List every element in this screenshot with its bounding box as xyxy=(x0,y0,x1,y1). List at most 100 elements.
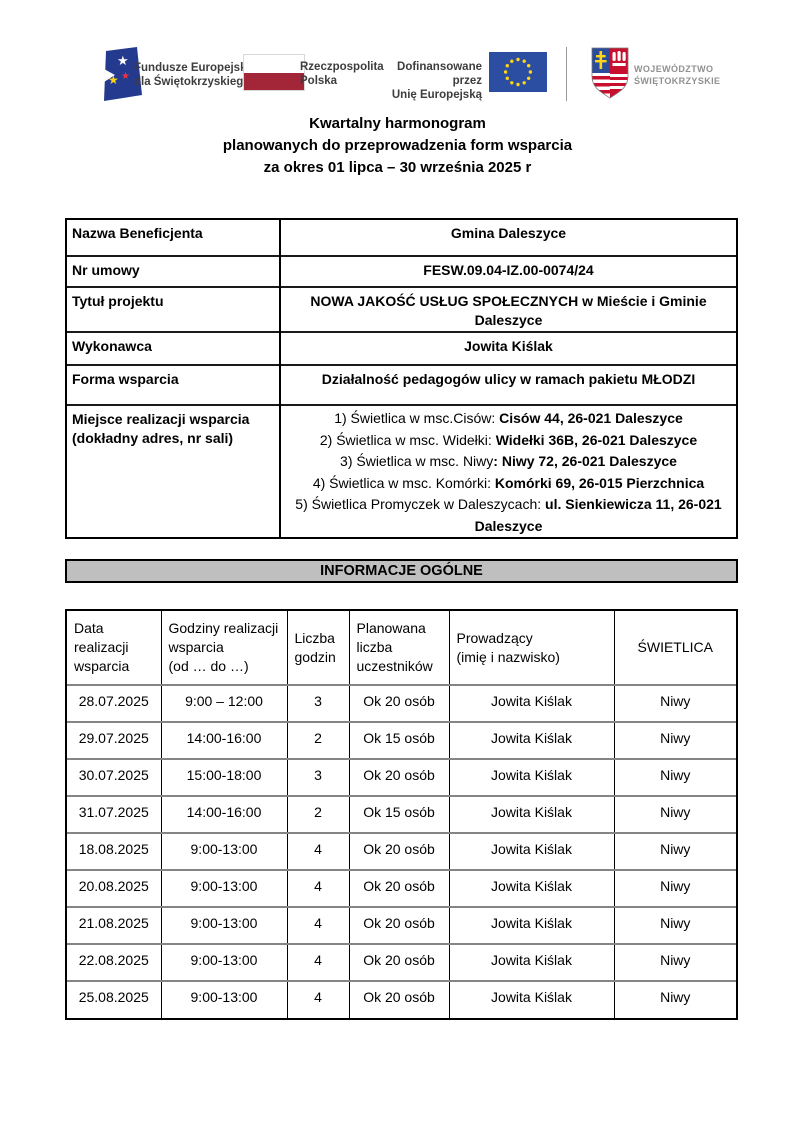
schedule-cell: 14:00-16:00 xyxy=(161,721,288,759)
schedule-row: 22.08.2025 9:00-13:00 4 Ok 20 osób Jowita Ki… xyxy=(67,943,736,981)
schedule-cell: Niwy xyxy=(614,943,736,981)
wojewodztwo-label: WOJEWÓDZTWO ŚWIĘTOKRZYSKIE xyxy=(634,63,720,87)
schedule-cell: 18.08.2025 xyxy=(67,832,162,870)
col-header-swietlica: ŚWIETLICA xyxy=(614,611,736,686)
eu-flag-icon xyxy=(489,52,547,92)
location-line: 1) Świetlica w msc.Cisów: Cisów 44, 26-0… xyxy=(285,408,732,430)
schedule-cell: Jowita Kiślak xyxy=(449,943,615,981)
eu-label-line2: Unię Europejską xyxy=(391,89,482,101)
schedule-row: 18.08.2025 9:00-13:00 4 Ok 20 osób Jowita Ki… xyxy=(67,832,736,870)
schedule-cell: 3 xyxy=(287,758,350,796)
schedule-cell: Ok 20 osób xyxy=(349,758,450,796)
schedule-table: Data realizacji wsparcia Godziny realiza… xyxy=(67,611,736,1018)
tytul-value: NOWA JAKOŚĆ USŁUG SPOŁECZNYCH w Mieście … xyxy=(280,286,736,332)
location-address: : Niwy 72, 26-021 Daleszyce xyxy=(493,453,677,469)
swietokrzyskie-crest-icon xyxy=(591,47,629,99)
locations-list: 1) Świetlica w msc.Cisów: Cisów 44, 26-0… xyxy=(280,404,736,537)
schedule-cell: 25.08.2025 xyxy=(67,980,162,1018)
wykonawca-label: Wykonawca xyxy=(67,331,281,365)
location-prefix: 3) Świetlica w msc. Niwy xyxy=(340,453,494,469)
schedule-cell: Jowita Kiślak xyxy=(449,685,615,722)
schedule-cell: Jowita Kiślak xyxy=(449,869,615,907)
umowa-label: Nr umowy xyxy=(67,255,281,287)
schedule-body: 28.07.2025 9:00 – 12:00 3 Ok 20 osób Jowita … xyxy=(67,685,736,1018)
schedule-cell: 4 xyxy=(287,906,350,944)
info-row-beneficjent: Nazwa Beneficjenta Gmina Daleszyce xyxy=(67,220,736,256)
wykonawca-value: Jowita Kiślak xyxy=(280,331,736,365)
schedule-cell: 20.08.2025 xyxy=(67,869,162,907)
schedule-cell: 9:00-13:00 xyxy=(161,832,288,870)
schedule-cell: 14:00-16:00 xyxy=(161,795,288,833)
schedule-cell: Niwy xyxy=(614,721,736,759)
schedule-cell: 15:00-18:00 xyxy=(161,758,288,796)
schedule-table-wrapper: Data realizacji wsparcia Godziny realiza… xyxy=(65,609,738,1020)
location-address: Widełki 36B, 26-021 Daleszyce xyxy=(495,431,698,448)
logo-header: ★ ★ ★ Fundusze Europejskie dla Świętokrz… xyxy=(0,0,795,110)
schedule-header-row: Data realizacji wsparcia Godziny realiza… xyxy=(67,611,736,686)
title-line3: za okres 01 lipca – 30 września 2025 r xyxy=(263,159,532,176)
schedule-row: 31.07.2025 14:00-16:00 2 Ok 15 osób Jowita K… xyxy=(67,795,736,833)
pl-label-line1: Rzeczpospolita xyxy=(300,61,384,73)
woj-label-line2: ŚWIĘTOKRZYSKIE xyxy=(634,76,721,86)
schedule-row: 20.08.2025 9:00-13:00 4 Ok 20 osób Jowita Ki… xyxy=(67,869,736,907)
schedule-cell: 9:00-13:00 xyxy=(161,906,288,944)
location-prefix: 1) Świetlica w msc.Cisów: xyxy=(334,410,500,426)
schedule-cell: Niwy xyxy=(614,869,736,907)
schedule-cell: 2 xyxy=(287,795,350,833)
header-divider xyxy=(566,47,567,101)
schedule-cell: Jowita Kiślak xyxy=(449,721,615,759)
schedule-cell: 9:00-13:00 xyxy=(161,943,288,981)
schedule-cell: 9:00-13:00 xyxy=(161,980,288,1018)
schedule-row: 21.08.2025 9:00-13:00 4 Ok 20 osób Jowita Ki… xyxy=(67,906,736,944)
schedule-cell: 30.07.2025 xyxy=(67,758,162,796)
woj-label-line1: WOJEWÓDZTWO xyxy=(634,64,714,74)
tytul-label: Tytuł projektu xyxy=(67,286,281,332)
schedule-cell: Jowita Kiślak xyxy=(449,795,615,833)
location-address: Komórki 69, 26-015 Pierzchnica xyxy=(494,474,705,491)
document-title: Kwartalny harmonogram planowanych do prz… xyxy=(0,113,795,179)
schedule-row: 30.07.2025 15:00-18:00 3 Ok 20 osób Jowita K… xyxy=(67,758,736,796)
schedule-cell: 31.07.2025 xyxy=(67,795,162,833)
schedule-row: 29.07.2025 14:00-16:00 2 Ok 15 osób Jowita K… xyxy=(67,721,736,759)
schedule-cell: Niwy xyxy=(660,693,691,709)
location-prefix: 5) Świetlica Promyczek w Daleszycach: xyxy=(295,496,546,512)
umowa-value: FESW.09.04-IZ.00-0074/24 xyxy=(280,255,736,287)
schedule-cell: 4 xyxy=(287,980,350,1018)
location-address: Cisów 44, 26-021 Daleszyce xyxy=(499,410,683,426)
schedule-cell: Ok 15 osób xyxy=(349,795,450,833)
miejsce-label: Miejsce realizacji wsparcia (dokładny ad… xyxy=(67,404,281,537)
location-prefix: 2) Świetlica w msc. Widełki: xyxy=(319,431,496,448)
title-line1: Kwartalny harmonogram xyxy=(309,115,486,132)
schedule-cell: 22.08.2025 xyxy=(67,943,162,981)
schedule-row: 25.08.2025 9:00-13:00 4 Ok 20 osób Jowita Ki… xyxy=(67,980,736,1018)
schedule-cell: 9:00 – 12:00 xyxy=(161,685,288,722)
fe-label-line2: dla Świętokrzyskiego xyxy=(134,76,251,88)
schedule-cell: Niwy xyxy=(614,758,736,796)
schedule-cell: Ok 20 osób xyxy=(349,685,450,722)
svg-text:★: ★ xyxy=(117,54,129,69)
schedule-cell: 4 xyxy=(287,869,350,907)
schedule-cell: Ok 20 osób xyxy=(349,869,450,907)
col-header-uczestnicy: Planowana liczba uczestników xyxy=(349,611,450,686)
schedule-cell: Jowita Kiślak xyxy=(449,980,615,1018)
info-row-forma: Forma wsparcia Działalność pedagogów uli… xyxy=(67,364,736,405)
forma-value: Działalność pedagogów ulicy w ramach pak… xyxy=(280,364,736,405)
schedule-row: 28.07.2025 9:00 – 12:00 3 Ok 20 osób Jowita … xyxy=(67,685,736,722)
schedule-cell: Ok 20 osób xyxy=(349,832,450,870)
location-line: 3) Świetlica w msc. Niwy: Niwy 72, 26-02… xyxy=(285,451,732,473)
schedule-cell: Jowita Kiślak xyxy=(449,832,615,870)
schedule-cell: Jowita Kiślak xyxy=(449,906,615,944)
schedule-cell: 29.07.2025 xyxy=(67,721,162,759)
schedule-cell: 2 xyxy=(287,721,350,759)
col-header-godziny: Godziny realizacji wsparcia (od … do …) xyxy=(161,611,288,686)
schedule-cell: Ok 20 osób xyxy=(349,906,450,944)
fundusze-europejskie-label: Fundusze Europejskie dla Świętokrzyskieg… xyxy=(134,61,256,89)
location-line: 2) Świetlica w msc. Widełki: Widełki 36B… xyxy=(285,430,732,452)
location-prefix: 4) Świetlica w msc. Komórki: xyxy=(312,474,495,491)
info-row-umowa: Nr umowy FESW.09.04-IZ.00-0074/24 xyxy=(67,255,736,287)
info-row-miejsce: Miejsce realizacji wsparcia (dokładny ad… xyxy=(67,404,736,537)
info-table: Nazwa Beneficjenta Gmina Daleszyce Nr um… xyxy=(67,220,736,537)
schedule-cell: 3 xyxy=(287,685,350,722)
schedule-cell: 4 xyxy=(287,832,350,870)
